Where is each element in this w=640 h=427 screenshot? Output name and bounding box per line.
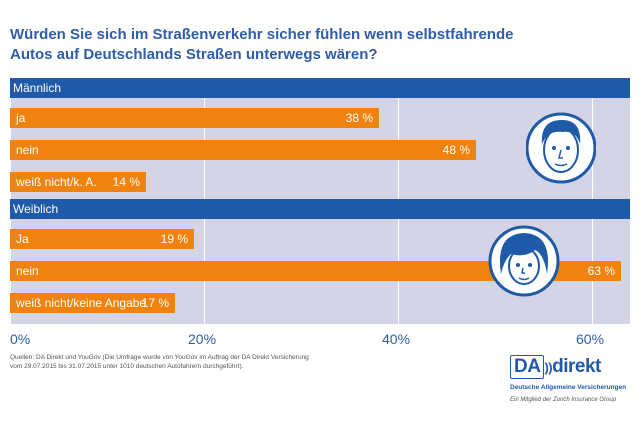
bar-category-label: weiß nicht/k. A. <box>16 175 97 189</box>
x-tick-label: 60% <box>576 331 605 347</box>
group-header: Männlich <box>10 78 630 98</box>
bar-value-label: 17 % <box>141 296 169 310</box>
bar-value-label: 63 % <box>587 264 615 278</box>
source-line-2: vom 29.07.2015 bis 31.07.2015 unter 1010… <box>10 363 244 370</box>
x-tick-label: 0% <box>10 331 31 347</box>
male-face-icon <box>526 112 596 184</box>
bar <box>10 261 621 281</box>
female-face-icon <box>488 225 560 297</box>
bar-value-label: 14 % <box>112 175 140 189</box>
logo-subtitle: Deutsche Allgemeine Versicherungen <box>510 384 627 391</box>
logo-tagline: Ein Mitglied der Zurich Insurance Group <box>510 397 617 403</box>
bar-value-label: 48 % <box>442 143 470 157</box>
bar <box>10 229 194 249</box>
bar <box>10 172 146 192</box>
x-tick-label: 40% <box>382 331 411 347</box>
bar-category-label: ja <box>16 111 26 125</box>
bar-category-label: Ja <box>16 232 29 246</box>
logo-wordmark: DA))direkt <box>510 355 601 379</box>
group-header: Weiblich <box>10 199 630 219</box>
source-line-1: Quellen: DA Direkt und YouGov (Die Umfra… <box>10 354 309 361</box>
da-direkt-logo: DA))direkt Deutsche Allgemeine Versicher… <box>510 355 630 415</box>
chart-title: Würden Sie sich im Straßenverkehr sicher… <box>10 26 514 63</box>
bar <box>10 140 476 160</box>
logo-da: DA <box>510 355 545 379</box>
logo-direkt: direkt <box>552 356 601 377</box>
bar-category-label: weiß nicht/keine Angabe <box>16 296 147 310</box>
bar-category-label: nein <box>16 264 39 278</box>
bar <box>10 293 175 313</box>
bar <box>10 108 379 128</box>
bar-value-label: 38 % <box>345 111 373 125</box>
bar-category-label: nein <box>16 143 39 157</box>
bar-value-label: 19 % <box>160 232 188 246</box>
plot-area: Männlich ja 38 % nein 48 % weiß nicht/k. A. 14… <box>10 78 630 324</box>
logo-signal-icon: )) <box>544 360 553 375</box>
source-note: Quellen: DA Direkt und YouGov (Die Umfra… <box>10 353 460 371</box>
x-tick-label: 20% <box>188 331 217 347</box>
